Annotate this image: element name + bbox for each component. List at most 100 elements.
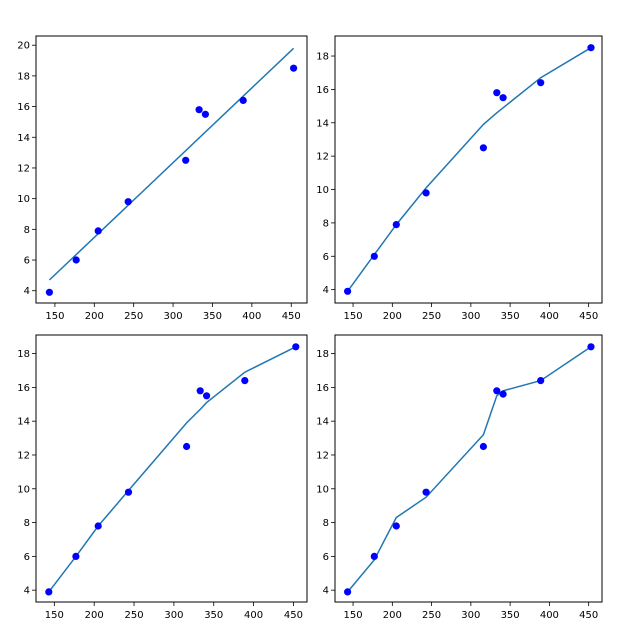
- panel-top-right-x-tick-label: 250: [422, 311, 441, 322]
- panel-bottom-left-data-point: [45, 588, 53, 596]
- panel-top-left-data-point: [290, 64, 298, 72]
- panel-top-right-axes-frame: [334, 35, 603, 304]
- panel-top-left-data-point: [45, 288, 54, 296]
- panel-bottom-left-x-tick-label: 250: [124, 610, 143, 621]
- panel-bottom-left-data-point: [292, 343, 300, 351]
- panel-bottom-left-fit-line: [48, 346, 297, 593]
- panel-bottom-left-x-tick-label: 350: [204, 610, 223, 621]
- panel-top-left-data-point: [201, 110, 209, 118]
- panel-top-left-data-point: [182, 156, 190, 164]
- panel-top-right-x-tick-label: 450: [579, 311, 598, 322]
- panel-top-left-data-point: [195, 106, 203, 114]
- panel-bottom-left-x-tick-label: 450: [284, 610, 303, 621]
- panel-bottom-left-y-tick-label: 4: [24, 586, 30, 597]
- panel-bottom-left-x-tick-label: 200: [85, 610, 104, 621]
- panel-bottom-left-data-point: [196, 387, 204, 395]
- panel-top-right-data-point: [479, 144, 487, 152]
- panel-bottom-left-y-tick-label: 12: [17, 450, 30, 461]
- panel-top-right-data-point: [537, 79, 545, 87]
- panel-top-right-y-tick-label: 8: [323, 218, 329, 229]
- panel-top-right-fit-line: [346, 47, 592, 292]
- panel-top-left-y-tick-label: 12: [17, 163, 30, 174]
- panel-top-left-x-tick-label: 300: [164, 311, 183, 322]
- panel-top-left-y-tick-label: 14: [17, 133, 30, 144]
- panel-bottom-right-y-tick-label: 12: [316, 450, 329, 461]
- panel-bottom-left: 150 200 250 300 350 400 450 4 6 8 10 12 14 16 18: [17, 334, 308, 621]
- panel-top-right-x-tick-label: 300: [461, 311, 480, 322]
- panel-bottom-right-y-tick-label: 14: [316, 417, 329, 428]
- panel-bottom-right-y-tick-label: 16: [316, 383, 329, 394]
- panel-bottom-right-data-point: [479, 442, 487, 451]
- panel-bottom-right-x-tick-label: 250: [422, 610, 441, 621]
- panel-top-left-y-tick-label: 6: [24, 256, 30, 267]
- panel-bottom-left-data-point: [203, 392, 211, 400]
- panel-top-left-data-point: [72, 256, 80, 264]
- panel-bottom-right-data-point: [493, 387, 501, 395]
- panel-top-right-y-tick-label: 6: [323, 252, 329, 263]
- panel-top-right-y-tick-label: 4: [323, 285, 329, 296]
- panel-top-left-y-tick-label: 16: [17, 102, 30, 113]
- panel-bottom-right-fit-line: [347, 346, 592, 593]
- panel-top-right-x-tick-label: 350: [501, 311, 520, 322]
- panel-bottom-right-data-point: [422, 488, 430, 496]
- panel-top-right-x-tick-label: 200: [383, 311, 402, 322]
- panel-bottom-right-y-tick-label: 6: [323, 552, 329, 563]
- panel-bottom-left-data-point: [241, 377, 249, 385]
- panel-bottom-right-data-point: [587, 343, 595, 351]
- panel-bottom-left-y-tick-label: 14: [17, 417, 30, 428]
- panel-bottom-right-data-point: [499, 390, 507, 398]
- panel-top-left-x-tick-label: 200: [85, 311, 104, 322]
- panel-top-left-data-point: [94, 227, 102, 235]
- panel-bottom-right-data-point: [344, 588, 352, 596]
- panel-top-left-x-tick-label: 450: [282, 311, 301, 322]
- panel-top-left-data-point: [124, 198, 132, 206]
- panel-bottom-right-x-tick-label: 450: [579, 610, 598, 621]
- panel-bottom-left-x-tick-label: 300: [164, 610, 183, 621]
- panel-top-right-data-point: [344, 287, 352, 295]
- panel-bottom-right-data-point: [537, 377, 545, 385]
- panel-bottom-right-x-tick-label: 200: [383, 610, 402, 621]
- panel-top-right-data-point: [392, 221, 400, 229]
- panel-top-left-axes-frame: [35, 35, 308, 304]
- panel-bottom-right: 150 200 250 300 350 400 450 4 6 8 10 12 14 16 18: [316, 334, 603, 621]
- panel-bottom-right-data-point: [392, 522, 400, 530]
- panel-top-right-data-point: [493, 89, 501, 97]
- panel-bottom-right-x-tick-label: 400: [540, 610, 559, 621]
- panel-top-left-x-tick-label: 150: [45, 311, 64, 322]
- panel-top-left-x-tick-label: 250: [124, 311, 143, 322]
- panel-bottom-right-x-tick-label: 350: [501, 610, 520, 621]
- panel-bottom-left-y-tick-label: 18: [17, 349, 30, 360]
- panel-bottom-right-data-point: [370, 552, 378, 561]
- panel-bottom-right-y-tick-label: 4: [323, 586, 329, 597]
- panel-bottom-right-y-tick-label: 8: [323, 518, 329, 529]
- panel-top-right-y-tick-label: 14: [316, 118, 329, 129]
- panel-bottom-left-y-tick-label: 10: [17, 484, 30, 495]
- panel-top-left-x-tick-label: 400: [242, 311, 261, 322]
- panel-bottom-right-axes-frame: [334, 334, 603, 603]
- panel-top-left-data-point: [239, 96, 247, 104]
- panel-top-left: 150 200 250 300 350 400 450 4 6 8 10 12 14 16 18 20: [17, 35, 308, 322]
- panel-bottom-left-data-point: [183, 442, 191, 451]
- panel-top-left-y-tick-label: 20: [17, 41, 30, 52]
- panel-top-right-x-tick-label: 150: [344, 311, 363, 322]
- panel-top-left-x-tick-label: 350: [203, 311, 222, 322]
- panel-bottom-left-x-tick-label: 400: [244, 610, 263, 621]
- panel-top-right-y-tick-label: 18: [316, 52, 329, 63]
- panel-top-left-y-tick-label: 18: [17, 71, 30, 82]
- panel-bottom-left-axes-frame: [35, 334, 308, 603]
- panel-bottom-left-y-tick-label: 16: [17, 383, 30, 394]
- panel-bottom-left-x-tick-label: 150: [45, 610, 64, 621]
- panel-bottom-left-data-point: [72, 552, 80, 561]
- panel-top-right-y-tick-label: 16: [316, 85, 329, 96]
- panel-top-left-y-tick-label: 4: [24, 286, 30, 297]
- panel-top-right: 150 200 250 300 350 400 450 4 6 8 10 12 14 16 18: [316, 35, 603, 322]
- panel-top-right-data-point: [499, 94, 507, 102]
- panel-top-right-data-point: [422, 189, 430, 197]
- panel-top-right-data-point: [587, 44, 595, 52]
- panel-bottom-right-y-tick-label: 18: [316, 349, 329, 360]
- panel-top-left-fit-line: [48, 47, 295, 281]
- panel-bottom-left-data-point: [94, 522, 102, 530]
- panel-top-right-y-tick-label: 12: [316, 152, 329, 163]
